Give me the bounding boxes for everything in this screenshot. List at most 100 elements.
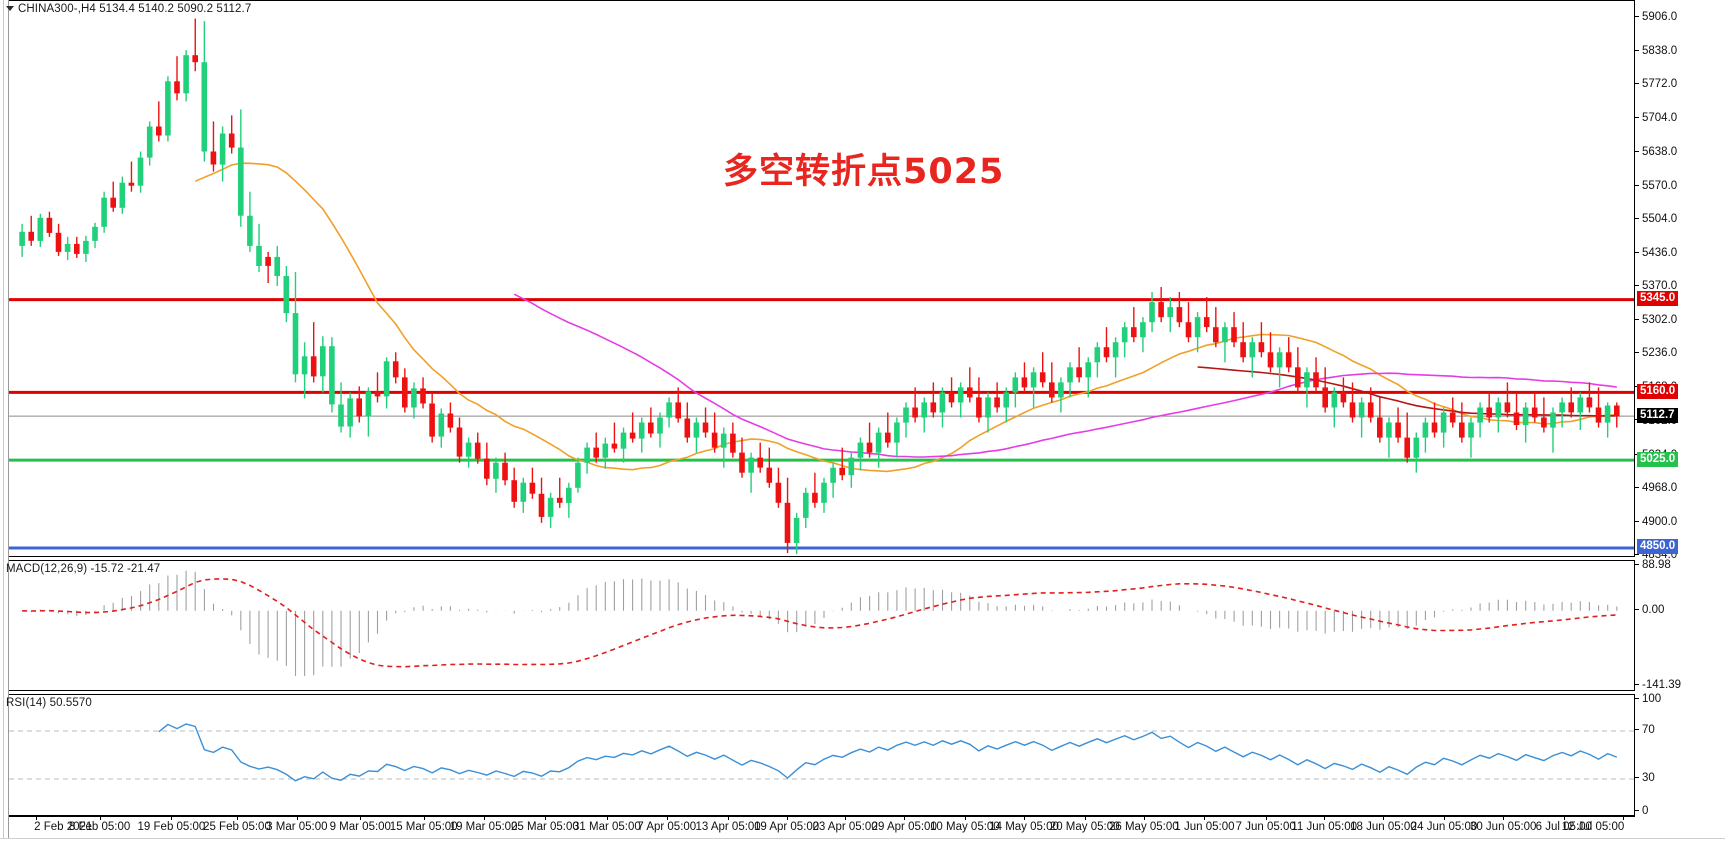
rsi-axis-tick: 100 — [1635, 692, 1661, 706]
time-tick-mark-icon — [1383, 817, 1385, 820]
rsi-axis-tick-label: 30 — [1642, 772, 1655, 784]
price-level-badge[interactable]: 5025.0 — [1637, 451, 1679, 467]
chart-annotation-text: 多空转折点5025 — [723, 152, 1005, 192]
window-left-frame — [0, 0, 9, 841]
price-axis-tick: 5504.0 — [1635, 212, 1677, 226]
triangle-down-icon[interactable] — [6, 6, 14, 11]
price-axis-tick-label: 5772.0 — [1642, 78, 1678, 91]
macd-axis[interactable]: 88.98 0.00 -141.39 — [1635, 558, 1725, 691]
time-axis-tick-label: 11 Jun 05:00 — [1291, 821, 1358, 833]
window-bottom-edge — [0, 838, 1725, 841]
tick-mark-icon — [1635, 697, 1639, 699]
time-tick-mark-icon — [423, 817, 425, 820]
time-axis-tick-label: 7 Apr 05:00 — [637, 821, 697, 833]
time-axis-tick-label: 26 May 05:00 — [1108, 821, 1179, 833]
price-axis[interactable]: 5906.0 5838.0 5772.0 5704.0 5638.0 5570.0 5504… — [1635, 0, 1725, 561]
macd-axis-tick: 88.98 — [1635, 558, 1671, 572]
tick-mark-icon — [1635, 184, 1639, 186]
price-axis-tick-label: 5370.0 — [1642, 280, 1678, 293]
price-axis-tick: 4968.0 — [1635, 481, 1677, 495]
time-tick-mark-icon — [606, 817, 608, 820]
time-tick-mark-icon — [236, 817, 238, 820]
price-axis-tick-label: 5436.0 — [1642, 246, 1678, 259]
time-axis-tick-label: 19 Apr 05:00 — [753, 821, 820, 833]
macd-axis-tick-label: -141.39 — [1642, 679, 1682, 691]
macd-pane-label: MACD(12,26,9) -15.72 -21.47 — [6, 563, 161, 575]
time-tick-mark-icon — [171, 817, 173, 820]
time-axis-tick-label: 7 Jun 05:00 — [1235, 821, 1296, 833]
time-axis-tick-label: 15 Mar 05:00 — [389, 821, 458, 833]
rsi-plot-area[interactable] — [9, 695, 1635, 815]
rsi-axis[interactable]: 100 70 30 0 — [1635, 692, 1725, 818]
tick-mark-icon — [1635, 728, 1639, 730]
price-plot-area[interactable] — [9, 1, 1635, 556]
time-tick-mark-icon — [483, 817, 485, 820]
price-axis-tick: 5638.0 — [1635, 145, 1677, 159]
time-tick-mark-icon — [1084, 817, 1086, 820]
price-axis-tick: 5570.0 — [1635, 179, 1677, 193]
price-axis-tick: 5236.0 — [1635, 346, 1677, 360]
tick-mark-icon — [1635, 352, 1639, 354]
price-axis-tick-label: 4968.0 — [1642, 481, 1678, 494]
macd-axis-tick: 0.00 — [1635, 603, 1664, 617]
macd-axis-tick-label: 0.00 — [1642, 603, 1665, 616]
time-tick-mark-icon — [666, 817, 668, 820]
time-axis-tick-label: 12 Jul 05:00 — [1561, 821, 1625, 833]
time-axis[interactable]: 2 Feb 2021 8 Feb 05:00 19 Feb 05:00 25 Feb … — [9, 816, 1635, 841]
rsi-axis-tick-label: 100 — [1642, 693, 1662, 705]
price-axis-tick-label: 5236.0 — [1642, 347, 1678, 360]
price-level-badge[interactable]: 4850.0 — [1637, 539, 1679, 555]
time-tick-mark-icon — [360, 817, 362, 820]
price-axis-tick: 4900.0 — [1635, 515, 1677, 529]
time-tick-mark-icon — [728, 817, 730, 820]
time-tick-mark-icon — [1623, 817, 1624, 820]
macd-pane-right-border — [1634, 561, 1635, 690]
rsi-axis-tick: 0 — [1635, 804, 1648, 818]
time-axis-tick-label: 14 May 05:00 — [989, 821, 1059, 833]
tick-mark-icon — [1635, 50, 1639, 52]
price-axis-tick: 5772.0 — [1635, 77, 1677, 91]
tick-mark-icon — [1635, 319, 1639, 321]
time-axis-tick-label: 23 Apr 05:00 — [812, 821, 878, 833]
price-axis-tick-label: 5906.0 — [1642, 11, 1678, 24]
time-axis-tick-label: 9 Mar 05:00 — [329, 821, 391, 833]
time-tick-mark-icon — [786, 817, 788, 820]
tick-mark-icon — [1635, 284, 1639, 286]
time-tick-mark-icon — [544, 817, 546, 820]
time-tick-mark-icon — [1265, 817, 1267, 820]
time-axis-tick-label: 24 Jun 05:00 — [1410, 821, 1478, 833]
time-axis-tick-label: 19 Mar 05:00 — [449, 821, 518, 833]
macd-axis-tick-label: 88.98 — [1642, 559, 1671, 571]
time-axis-tick-label: 20 May 05:00 — [1049, 821, 1120, 833]
time-tick-mark-icon — [1143, 817, 1145, 820]
time-axis-tick-label: 2 Feb 2021 — [34, 821, 93, 833]
rsi-pane-right-border — [1634, 695, 1635, 815]
price-axis-tick: 5704.0 — [1635, 111, 1677, 125]
rsi-axis-tick: 70 — [1635, 723, 1655, 737]
price-level-badge[interactable]: 5112.7 — [1637, 407, 1678, 423]
time-axis-tick-label: 6 Jul 05:00 — [1535, 821, 1592, 833]
price-axis-tick-label: 5704.0 — [1642, 112, 1678, 125]
window-left-frame-line — [3, 0, 4, 841]
tick-mark-icon — [1635, 809, 1639, 811]
price-pane — [9, 0, 1635, 557]
price-axis-tick-label: 5570.0 — [1642, 179, 1678, 192]
time-axis-tick-label: 1 Jun 05:00 — [1174, 821, 1235, 833]
macd-plot-area[interactable] — [9, 561, 1635, 690]
price-level-badge[interactable]: 5345.0 — [1637, 291, 1679, 307]
time-axis-tick-label: 8 Feb 05:00 — [68, 821, 131, 833]
time-axis-tick-label: 30 Jun 05:00 — [1469, 821, 1537, 833]
price-axis-tick-label: 5838.0 — [1642, 45, 1678, 58]
tick-mark-icon — [1635, 608, 1639, 610]
time-axis-tick-label: 29 Apr 05:00 — [871, 821, 937, 833]
price-axis-tick-label: 5302.0 — [1642, 314, 1678, 327]
rsi-axis-tick-label: 0 — [1642, 805, 1649, 817]
time-tick-mark-icon — [1503, 817, 1505, 820]
macd-chart-svg — [22, 570, 1618, 676]
tick-mark-icon — [1635, 776, 1639, 778]
price-level-badge[interactable]: 5160.0 — [1637, 383, 1679, 399]
rsi-axis-tick: 30 — [1635, 771, 1655, 785]
tick-mark-icon — [1635, 150, 1639, 152]
rsi-pane-label: RSI(14) 50.5570 — [6, 697, 92, 709]
tick-mark-icon — [1635, 16, 1639, 18]
